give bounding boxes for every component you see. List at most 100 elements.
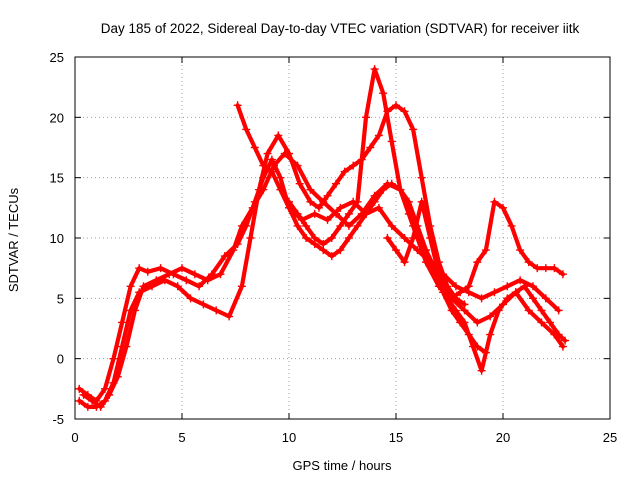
y-axis-label: SDTVAR / TECUs [6, 187, 21, 292]
data-point-marker [456, 288, 465, 297]
data-point-marker [195, 282, 204, 291]
data-point-marker [319, 240, 328, 249]
data-point-marker [537, 318, 546, 327]
data-point-marker [242, 125, 251, 134]
data-point-marker [516, 276, 525, 285]
data-point-marker [353, 197, 362, 206]
data-point-marker [233, 101, 242, 110]
series-trace [385, 199, 568, 373]
data-point-marker [464, 282, 473, 291]
data-point-marker [259, 185, 268, 194]
data-point-marker [75, 384, 84, 393]
data-point-marker [79, 390, 88, 399]
x-tick-label: 15 [389, 430, 403, 445]
data-point-marker [558, 342, 567, 351]
series-layer [75, 65, 570, 411]
data-point-marker [100, 384, 109, 393]
data-point-marker [460, 306, 469, 315]
data-point-marker [396, 185, 405, 194]
series-track-2 [75, 101, 469, 411]
data-point-marker [417, 173, 426, 182]
data-point-marker [528, 282, 537, 291]
data-point-marker [409, 125, 418, 134]
data-point-marker [421, 246, 430, 255]
data-point-marker [323, 215, 332, 224]
series-trace [81, 151, 566, 409]
data-point-marker [276, 173, 285, 182]
data-point-marker [460, 318, 469, 327]
data-point-marker [473, 318, 482, 327]
data-point-marker [220, 252, 229, 261]
data-point-marker [387, 221, 396, 230]
data-point-marker [259, 161, 268, 170]
data-point-marker [558, 270, 567, 279]
data-point-marker [503, 282, 512, 291]
data-point-marker [319, 197, 328, 206]
data-point-marker [550, 264, 559, 273]
data-point-marker [486, 312, 495, 321]
y-tick-label: 25 [50, 50, 64, 65]
data-point-marker [520, 282, 529, 291]
x-tick-label: 25 [603, 430, 617, 445]
data-point-marker [481, 246, 490, 255]
data-point-marker [327, 234, 336, 242]
data-point-marker [528, 294, 537, 303]
data-point-marker [250, 143, 259, 152]
data-point-marker [507, 221, 516, 230]
data-point-marker [126, 282, 135, 291]
data-point-marker [306, 197, 315, 206]
data-point-marker [229, 246, 238, 255]
y-tick-label: -5 [52, 412, 64, 427]
data-point-marker [494, 306, 503, 315]
data-point-marker [173, 282, 182, 291]
data-point-marker [473, 258, 482, 267]
data-point-marker [524, 306, 533, 315]
data-point-marker [451, 306, 460, 315]
data-point-marker [75, 396, 84, 405]
data-point-marker [344, 234, 353, 242]
data-point-marker [400, 234, 409, 242]
data-point-marker [353, 221, 362, 230]
data-point-marker [336, 203, 345, 212]
data-point-marker [340, 167, 349, 176]
data-point-marker [165, 270, 174, 279]
data-point-marker [400, 258, 409, 267]
data-point-marker [118, 318, 127, 327]
data-point-marker [379, 185, 388, 194]
data-point-marker [276, 185, 285, 194]
data-point-marker [327, 252, 336, 261]
grid-layer [75, 57, 610, 419]
data-point-marker [469, 342, 478, 351]
data-point-marker [267, 167, 276, 176]
data-point-marker [404, 209, 413, 218]
data-point-marker [477, 366, 486, 375]
data-point-marker [366, 143, 375, 152]
x-tick-label: 0 [71, 430, 78, 445]
data-point-marker [426, 234, 435, 242]
data-point-marker [383, 234, 392, 242]
data-point-marker [323, 191, 332, 200]
data-point-marker [561, 336, 570, 345]
data-point-marker [152, 276, 161, 285]
data-point-marker [105, 390, 114, 399]
data-point-marker [225, 312, 234, 321]
data-point-marker [392, 246, 400, 255]
data-point-marker [486, 330, 495, 339]
data-point-marker [302, 234, 311, 242]
data-point-marker [237, 221, 246, 230]
data-point-marker [248, 203, 257, 212]
data-point-marker [516, 246, 525, 255]
data-point-marker [295, 179, 304, 188]
data-point-marker [186, 294, 195, 303]
x-tick-label: 20 [496, 430, 510, 445]
data-point-marker [511, 288, 520, 297]
data-point-marker [246, 234, 255, 242]
data-point-marker [336, 221, 345, 230]
data-point-marker [302, 221, 311, 230]
y-tick-label: 20 [50, 110, 64, 125]
data-point-marker [293, 161, 302, 170]
data-point-marker [336, 246, 345, 255]
data-point-marker [477, 294, 486, 303]
data-point-marker [387, 137, 396, 146]
